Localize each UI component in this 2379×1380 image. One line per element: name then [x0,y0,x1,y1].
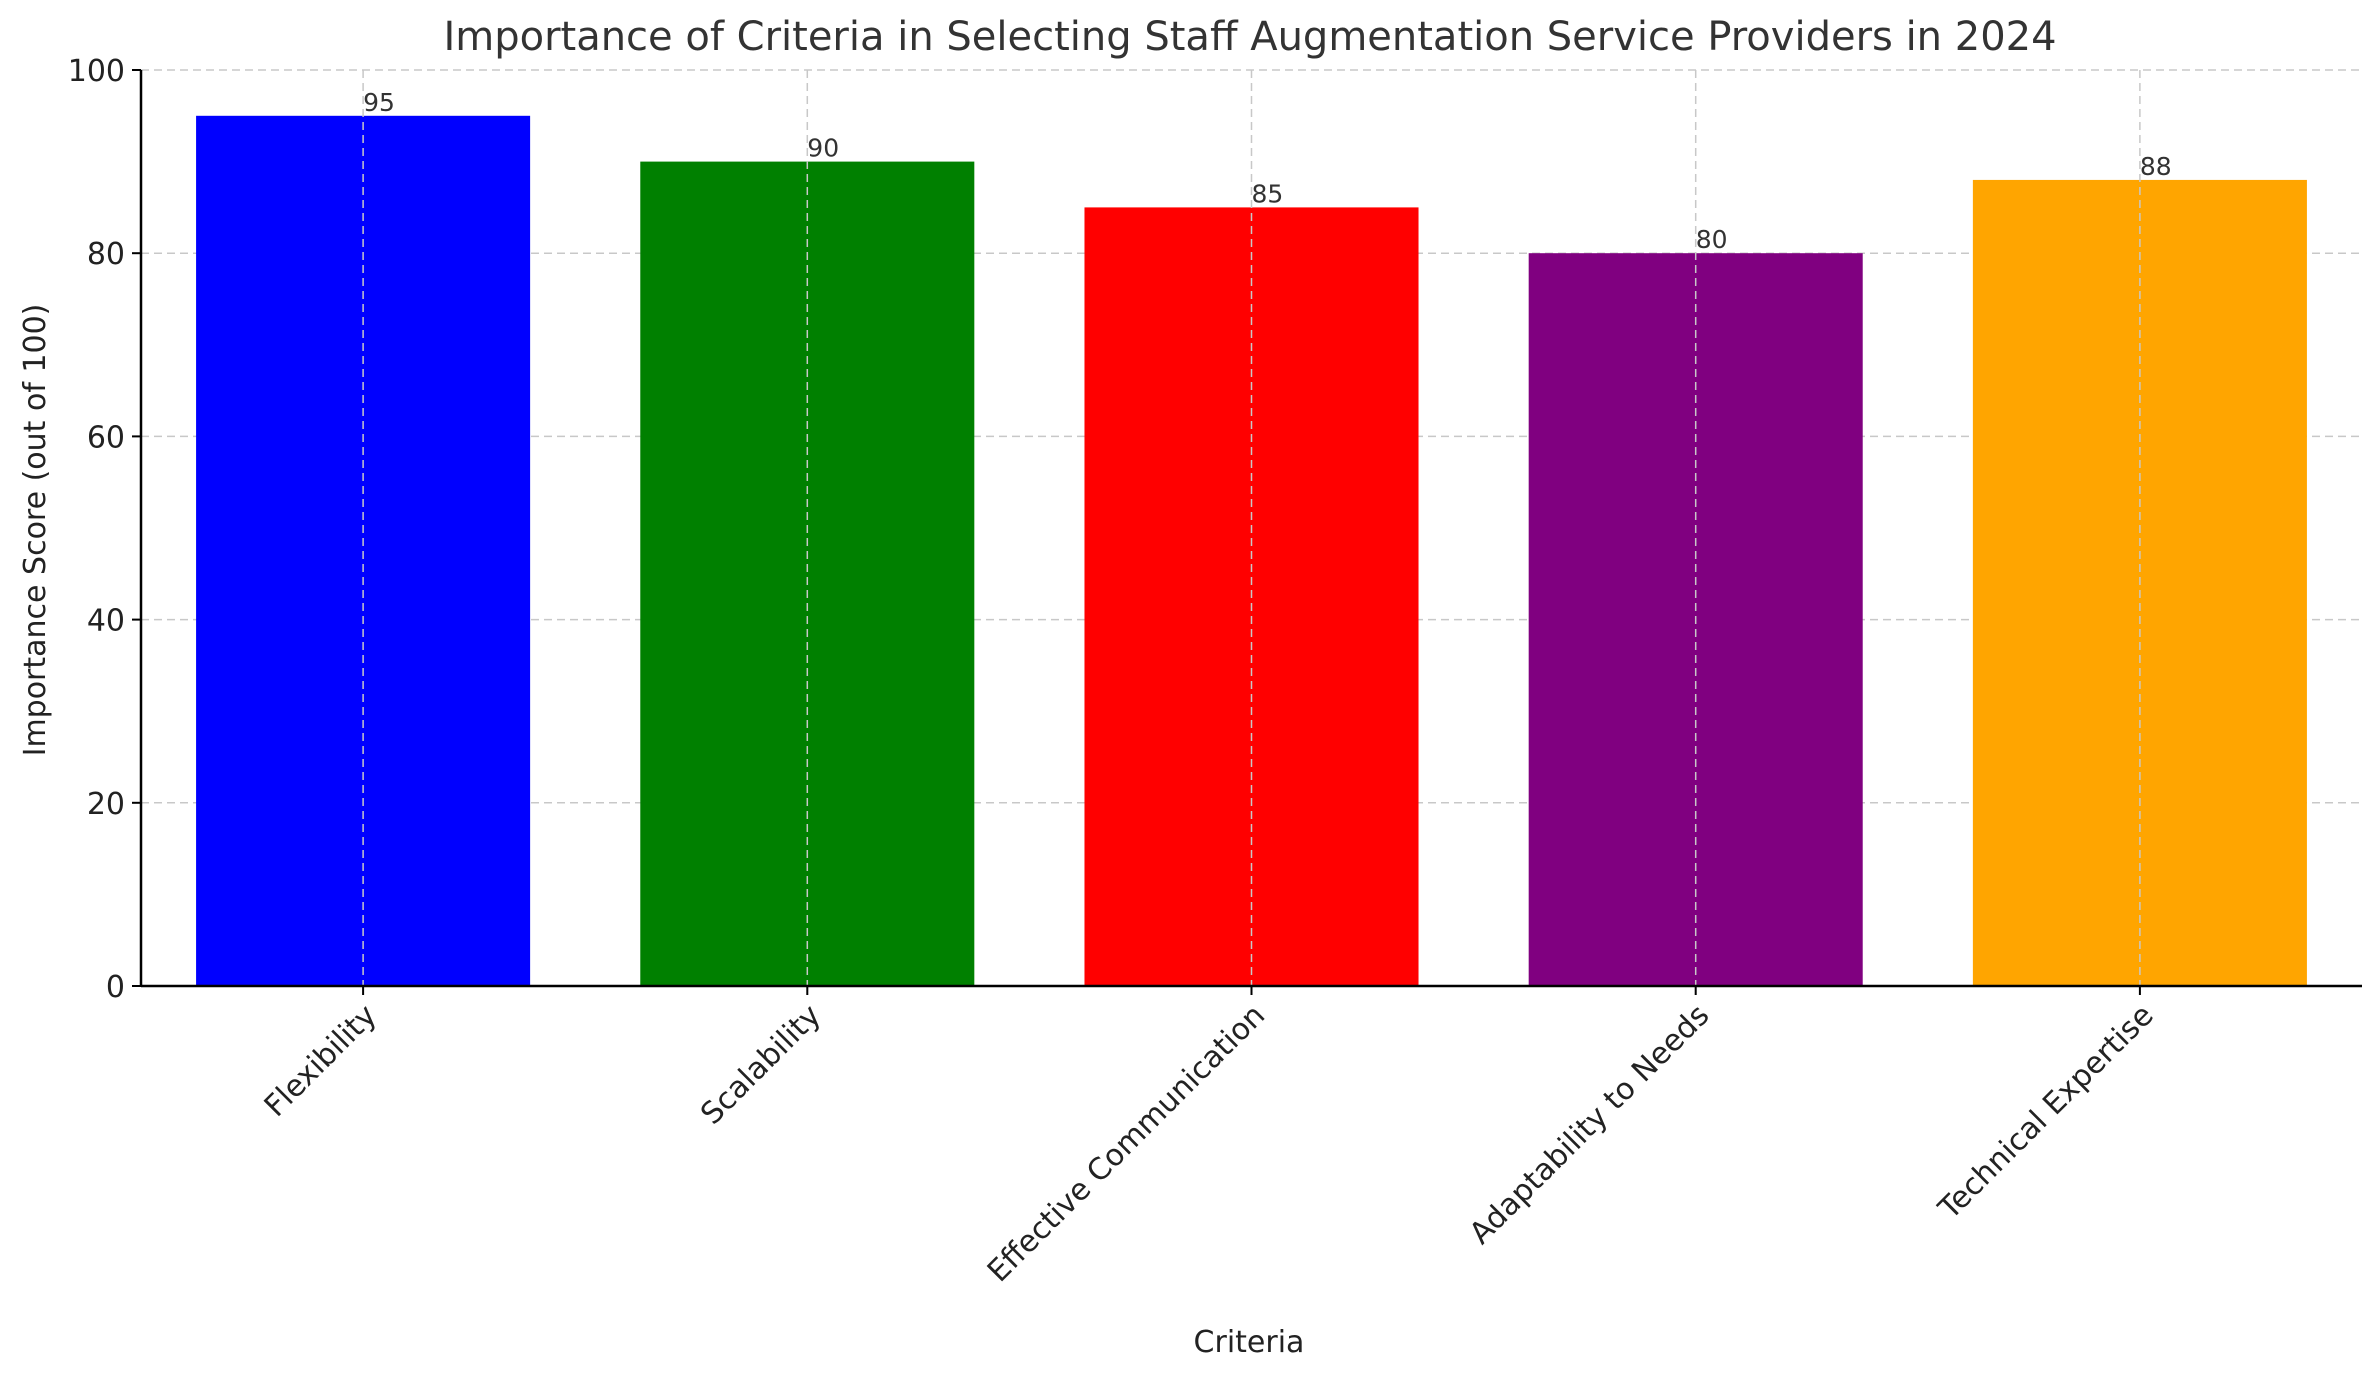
x-tick-label: Scalability [694,998,828,1132]
data-label: 85 [1252,179,1284,208]
y-tick-label: 80 [87,237,125,272]
data-label: 80 [1696,225,1728,254]
y-tick-label: 60 [87,420,125,455]
x-tick-label: Flexibility [258,998,384,1124]
data-label: 95 [363,88,395,117]
y-tick-label: 40 [87,604,125,639]
y-tick-label: 20 [87,787,125,822]
data-label: 90 [807,134,839,163]
x-tick-label: Adaptability to Needs [1463,998,1716,1251]
chart-title: Importance of Criteria in Selecting Staf… [443,14,2056,60]
x-axis-title: Criteria [1194,1325,1305,1360]
x-tick-label: Technical Expertise [1931,998,2160,1227]
y-tick-label: 0 [106,970,125,1005]
data-label: 88 [2140,152,2172,181]
bars [196,70,2307,987]
axes [132,69,2362,995]
x-tick-label: Effective Communication [981,998,1272,1289]
y-tick-label: 100 [68,54,125,89]
y-axis-title: Importance Score (out of 100) [18,304,53,757]
